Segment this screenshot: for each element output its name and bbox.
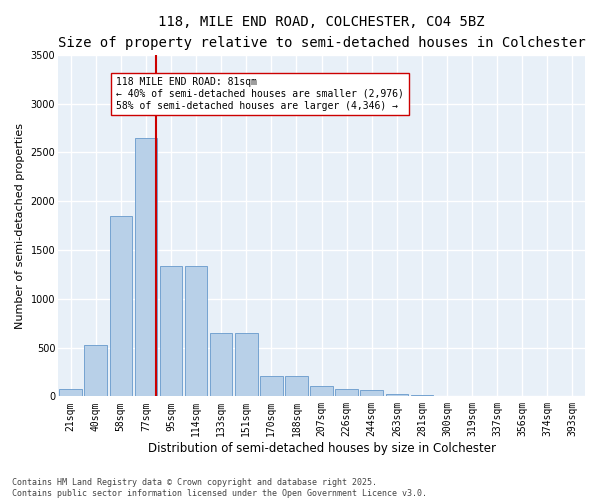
Bar <box>235 333 257 396</box>
Bar <box>110 216 132 396</box>
X-axis label: Distribution of semi-detached houses by size in Colchester: Distribution of semi-detached houses by … <box>148 442 496 455</box>
Y-axis label: Number of semi-detached properties: Number of semi-detached properties <box>15 122 25 328</box>
Bar <box>335 389 358 396</box>
Bar <box>85 344 107 397</box>
Title: 118, MILE END ROAD, COLCHESTER, CO4 5BZ
Size of property relative to semi-detach: 118, MILE END ROAD, COLCHESTER, CO4 5BZ … <box>58 15 586 50</box>
Bar <box>285 376 308 396</box>
Bar <box>361 390 383 396</box>
Bar <box>160 266 182 396</box>
Bar <box>386 394 408 396</box>
Bar <box>134 138 157 396</box>
Bar <box>310 386 333 396</box>
Bar <box>210 333 232 396</box>
Text: 118 MILE END ROAD: 81sqm
← 40% of semi-detached houses are smaller (2,976)
58% o: 118 MILE END ROAD: 81sqm ← 40% of semi-d… <box>116 78 404 110</box>
Bar <box>260 376 283 396</box>
Bar <box>59 389 82 396</box>
Bar <box>185 266 208 396</box>
Text: Contains HM Land Registry data © Crown copyright and database right 2025.
Contai: Contains HM Land Registry data © Crown c… <box>12 478 427 498</box>
